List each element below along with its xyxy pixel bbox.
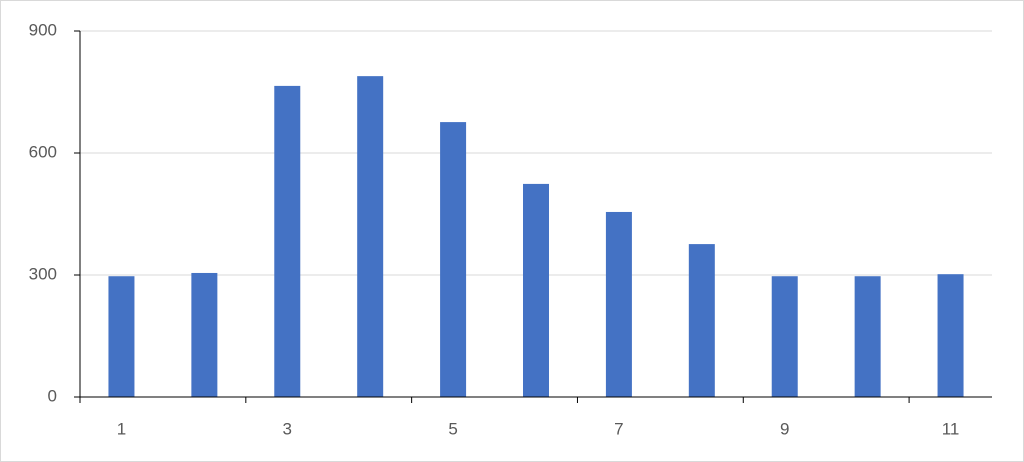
- bar: [688, 244, 715, 397]
- x-tick-label: 3: [283, 419, 292, 438]
- y-tick-label: 600: [29, 142, 57, 161]
- y-tick-label: 900: [29, 20, 57, 39]
- x-tick-label: 9: [780, 419, 789, 438]
- x-tick-label: 5: [448, 419, 457, 438]
- bar: [937, 274, 964, 397]
- bar: [771, 276, 798, 397]
- bar: [854, 276, 881, 397]
- bar: [523, 183, 549, 397]
- bar: [274, 85, 301, 398]
- bar: [108, 276, 135, 397]
- bar: [357, 76, 384, 397]
- x-tick-label: 1: [117, 419, 126, 438]
- bar: [605, 211, 632, 397]
- y-tick-label: 300: [29, 264, 57, 283]
- bar: [440, 122, 467, 398]
- x-tick-label: 7: [614, 419, 623, 438]
- y-tick-label: 0: [48, 386, 57, 405]
- bar: [191, 272, 218, 397]
- x-tick-label: 11: [942, 419, 960, 438]
